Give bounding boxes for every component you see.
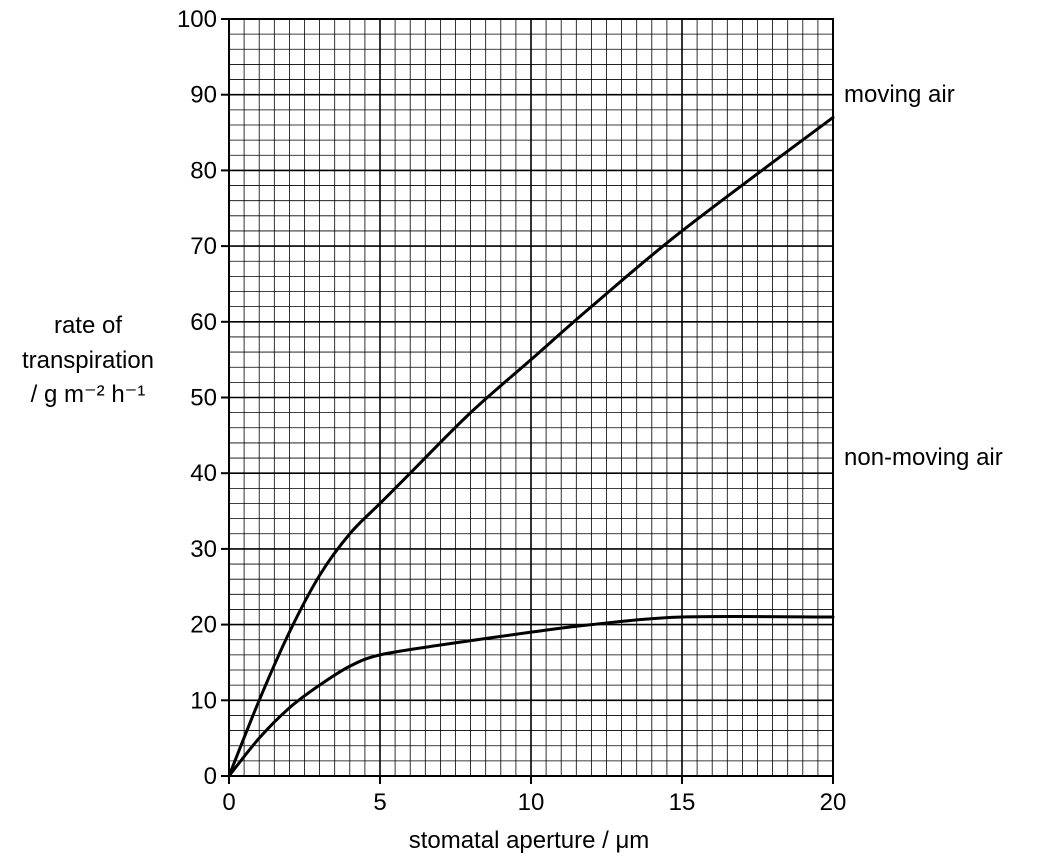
y-tick-label: 30: [190, 536, 217, 563]
y-tick-label: 20: [190, 612, 217, 639]
y-tick-label: 80: [190, 157, 217, 184]
series-line-non-moving-air: [227, 614, 835, 778]
y-tick-label: 0: [204, 763, 217, 790]
y-tick-label: 40: [190, 460, 217, 487]
series-line-moving-air: [227, 115, 835, 778]
y-tick-label: 60: [190, 309, 217, 336]
x-axis-label: stomatal aperture / μm: [409, 827, 650, 854]
series-lines: [227, 115, 835, 778]
y-axis-label-line-1: rate of: [54, 312, 122, 339]
y-tick-label: 100: [177, 6, 217, 33]
y-axis-label-line-3: / g m⁻² h⁻¹: [31, 381, 146, 408]
x-tick-label: 20: [820, 789, 847, 816]
series-label-moving-air: moving air: [844, 81, 955, 108]
plot-frame: [221, 18, 834, 784]
y-tick-label: 50: [190, 385, 217, 412]
y-tick-label: 10: [190, 687, 217, 714]
x-tick-label: 10: [518, 789, 545, 816]
x-tick-label: 0: [222, 789, 235, 816]
series-label-non-moving-air: non-moving air: [844, 444, 1003, 471]
x-tick-labels: 0 5 10 15 20: [222, 789, 846, 816]
y-tick-labels: 0 10 20 30 40 50 60 70 80 90 100: [177, 6, 217, 790]
x-tick-label: 15: [669, 789, 696, 816]
y-tick-label: 90: [190, 82, 217, 109]
x-tick-label: 5: [373, 789, 386, 816]
y-tick-label: 70: [190, 233, 217, 260]
y-axis-label-line-2: transpiration: [22, 347, 154, 374]
